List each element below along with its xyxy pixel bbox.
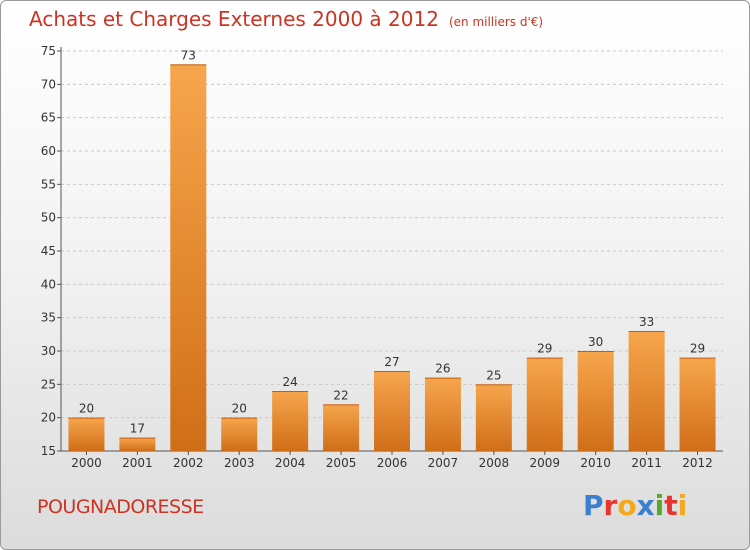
data-label: 29 — [690, 342, 705, 356]
y-tick-label: 70 — [41, 77, 56, 91]
bar — [424, 377, 461, 451]
y-tick-label: 25 — [41, 377, 56, 391]
x-tick-label: 2010 — [580, 456, 611, 470]
commune-name: POUGNADORESSE — [37, 496, 204, 518]
bar — [526, 357, 563, 451]
logo-letter: i — [677, 489, 688, 522]
y-tick-label: 15 — [41, 444, 56, 458]
chart-title: Achats et Charges Externes 2000 à 2012 (e… — [29, 7, 543, 31]
y-tick-label: 55 — [41, 177, 56, 191]
y-tick-label: 75 — [41, 44, 56, 58]
y-tick-labels: 15 20 25 30 35 40 45 50 55 60 65 70 75 — [41, 44, 56, 458]
bar — [170, 64, 207, 452]
logo-letter: P — [583, 489, 604, 522]
chart-unit: (en milliers d'€) — [448, 15, 544, 29]
data-label: 25 — [486, 368, 501, 382]
bars — [68, 64, 716, 452]
bar — [475, 384, 512, 451]
x-tick-label: 2001 — [122, 456, 153, 470]
y-tick-label: 40 — [41, 277, 56, 291]
bar — [272, 391, 309, 451]
data-label: 26 — [435, 362, 450, 376]
x-tick-label: 2007 — [428, 456, 459, 470]
logo-letter: o — [617, 489, 637, 522]
logo-letter: r — [603, 489, 618, 522]
x-tick-label: 2003 — [224, 456, 255, 470]
x-tick-label: 2008 — [479, 456, 510, 470]
x-tick-label: 2005 — [326, 456, 357, 470]
bar — [221, 417, 258, 451]
bar — [577, 351, 614, 451]
chart-title-text: Achats et Charges Externes 2000 à 2012 — [29, 7, 439, 31]
x-tick-label: 2000 — [71, 456, 102, 470]
data-label: 24 — [283, 375, 298, 389]
bar — [679, 357, 716, 451]
bar — [374, 371, 410, 451]
y-tick-label: 30 — [41, 344, 56, 358]
x-tick-label: 2012 — [682, 456, 713, 470]
bar — [628, 331, 665, 451]
data-label: 27 — [384, 355, 399, 369]
data-label: 73 — [181, 48, 196, 62]
logo-letter: x — [636, 489, 655, 522]
y-tick-label: 20 — [41, 411, 56, 425]
data-labels: 20 17 73 20 24 22 27 26 25 29 30 33 29 — [79, 48, 705, 435]
data-label: 20 — [232, 402, 247, 416]
x-tick-label: 2004 — [275, 456, 306, 470]
y-tick-label: 60 — [41, 144, 56, 158]
data-label: 22 — [333, 388, 348, 402]
data-label: 30 — [588, 335, 603, 349]
x-tick-label: 2009 — [529, 456, 560, 470]
x-tick-label: 2002 — [173, 456, 204, 470]
y-tick-label: 45 — [41, 244, 56, 258]
x-tick-label: 2006 — [377, 456, 408, 470]
data-label: 17 — [130, 422, 145, 436]
bar — [323, 404, 360, 451]
bar — [68, 417, 105, 451]
y-tick-label: 50 — [41, 211, 56, 225]
x-tick-labels: 2000 2001 2002 2003 2004 2005 2006 2007 2008 2009… — [71, 456, 713, 470]
x-tick-label: 2011 — [631, 456, 662, 470]
y-tick-label: 65 — [41, 111, 56, 125]
proxiti-logo: Proxiti — [583, 489, 687, 522]
bar — [119, 437, 156, 451]
data-label: 29 — [537, 342, 552, 356]
logo-letter: t — [664, 489, 678, 522]
logo-letter: i — [654, 489, 665, 522]
data-label: 33 — [639, 315, 654, 329]
data-label: 20 — [79, 402, 94, 416]
y-tick-label: 35 — [41, 311, 56, 325]
